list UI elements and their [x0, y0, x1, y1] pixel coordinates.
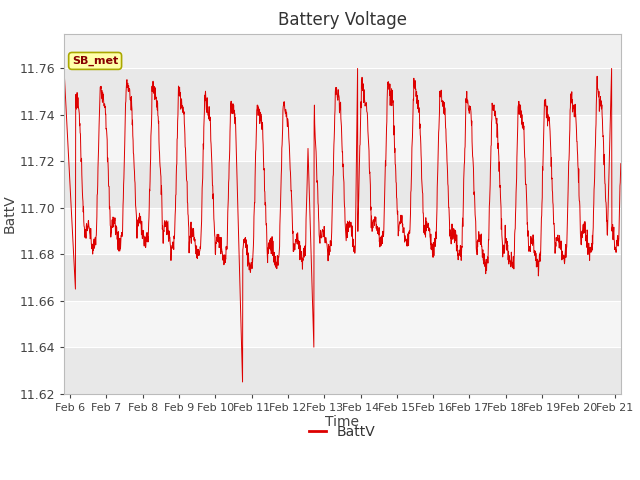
BattV — [331, 107, 339, 113]
BattV — [617, 161, 625, 167]
Bar — [64, 254, 621, 300]
Bar — [64, 115, 621, 161]
Text: SB_met: SB_met — [72, 56, 118, 66]
BattV — [88, 242, 96, 248]
Bar — [64, 347, 621, 394]
X-axis label: Time: Time — [325, 415, 360, 430]
BattV — [601, 181, 609, 187]
BattV — [499, 254, 506, 260]
Y-axis label: BattV: BattV — [3, 194, 17, 233]
BattV — [60, 66, 68, 72]
Bar — [64, 161, 621, 208]
Legend: BattV: BattV — [303, 419, 381, 444]
Bar — [64, 300, 621, 347]
Line: BattV: BattV — [64, 69, 621, 382]
Bar — [64, 208, 621, 254]
BattV — [239, 379, 246, 385]
BattV — [601, 173, 609, 179]
Title: Battery Voltage: Battery Voltage — [278, 11, 407, 29]
BattV — [316, 234, 324, 240]
Bar — [64, 69, 621, 115]
